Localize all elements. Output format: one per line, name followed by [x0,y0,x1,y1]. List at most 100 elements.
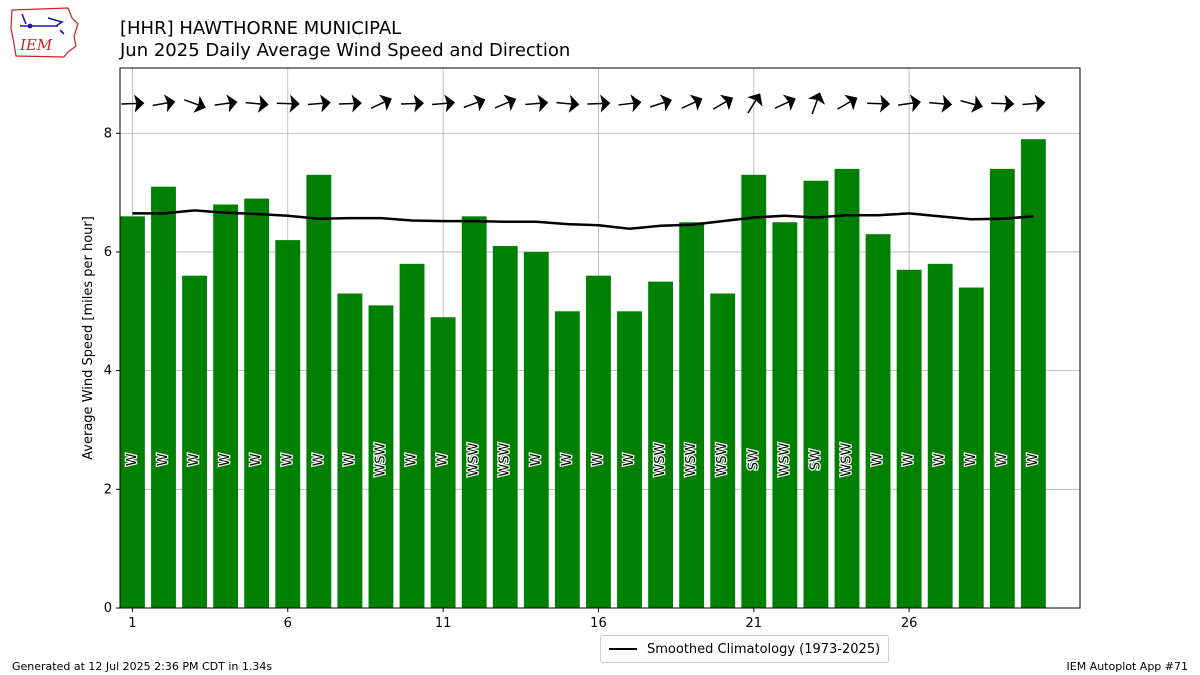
bar-day-20 [710,293,736,608]
wind-arrow-day-15 [556,94,580,113]
weather-symbols-icon [20,13,65,35]
logo-text: IEM [19,36,53,54]
wind-arrow-day-22 [774,94,796,111]
bar-day-24 [834,168,860,608]
direction-label-day-16: W [591,453,606,466]
wind-arrow-day-29 [991,94,1015,113]
bar-day-15 [554,311,580,608]
climatology-layer [132,209,1034,231]
bar-day-30 [1020,139,1046,608]
legend-line-swatch [609,648,637,650]
wind-arrow-day-10 [400,94,424,113]
bar-day-7 [306,174,332,609]
wind-arrow-day-9 [370,94,392,111]
bar-day-4 [213,204,239,608]
wind-arrow-day-7 [307,94,331,113]
wind-arrow-day-21 [747,93,763,114]
legend: Smoothed Climatology (1973-2025) [600,635,890,663]
wind-arrow-day-28 [960,95,983,113]
bar-day-26 [896,269,922,608]
direction-label-day-2: W [156,453,171,466]
wind-arrow-day-19 [681,94,703,111]
bar-day-29 [989,168,1015,608]
bar-day-13 [492,246,518,608]
wind-arrow-day-3 [184,95,206,113]
direction-label-day-29: W [995,453,1010,466]
x-tick-label: 1 [128,616,136,631]
direction-label-day-17: W [622,453,637,466]
wind-arrow-day-11 [432,94,456,113]
y-tick-label: 8 [104,126,112,141]
bar-day-19 [679,222,705,609]
direction-label-day-13: WSW [498,443,513,477]
direction-labels-layer: W W W W W W W W WSW W W WSW WSW W W W W WSW WSW WSW SW WSW SW W… [124,441,1042,478]
station-dot-icon [27,23,33,29]
direction-label-day-30: W [1026,453,1041,466]
wind-arrow-day-26 [898,94,921,113]
chart-title: [HHR] HAWTHORNE MUNICIPAL Jun 2025 Daily… [120,18,570,62]
direction-label-day-9: WSW [373,443,388,477]
bar-day-22 [772,222,798,609]
chart-title-line2: Jun 2025 Daily Average Wind Speed and Di… [120,40,571,61]
direction-label-day-3: W [187,453,202,466]
wind-arrow-day-17 [618,94,642,113]
wind-arrow-day-25 [867,94,891,113]
y-tick-label: 0 [104,601,112,616]
wind-arrow-day-1 [121,94,145,113]
legend-label-climatology: Smoothed Climatology (1973-2025) [647,641,881,657]
direction-label-day-5: W [249,453,264,466]
climatology-line [132,209,1034,231]
bar-day-17 [617,311,642,608]
direction-label-day-19: WSW [684,443,699,477]
wind-arrow-day-24 [837,94,858,111]
wind-arrow-day-13 [494,94,517,112]
direction-label-day-24: WSW [839,443,854,477]
direction-label-day-18: WSW [653,443,668,477]
direction-label-day-11: W [436,453,451,466]
bar-day-16 [586,275,611,608]
direction-label-day-26: W [902,453,917,466]
direction-label-day-23: SW [808,449,823,470]
wind-arrow-day-23 [808,92,826,115]
x-tick-label: 6 [284,616,292,631]
footer-app: IEM Autoplot App #71 [1066,660,1189,673]
bar-day-1 [120,216,145,608]
iowa-outline-icon [10,7,79,58]
bar-day-8 [337,293,363,608]
direction-label-day-12: WSW [467,443,482,477]
wind-arrows-layer [121,92,1046,115]
iem-logo: IEM [10,7,79,58]
bar-day-23 [803,180,829,608]
bar-day-18 [648,281,674,608]
direction-label-day-25: W [871,453,886,466]
bar-day-5 [244,198,270,609]
chart-title-line1: [HHR] HAWTHORNE MUNICIPAL [120,18,402,39]
x-tick-label: 26 [901,616,918,631]
direction-label-day-22: WSW [777,443,792,477]
bar-day-27 [927,263,953,608]
wind-arrow-day-5 [245,94,269,113]
bar-day-12 [461,216,487,608]
x-tick-label: 21 [746,616,763,631]
bar-day-6 [275,240,301,609]
bar-day-3 [182,275,207,608]
x-tick-label: 16 [590,616,607,631]
y-axis-label: Average Wind Speed [miles per hour] [81,216,96,460]
direction-label-day-6: W [280,453,295,466]
bar-day-10 [399,263,425,608]
wind-arrow-day-2 [152,94,176,113]
bar-day-14 [523,251,549,608]
bars-layer [120,139,1046,609]
wind-arrow-day-12 [463,94,486,112]
wind-arrow-day-27 [929,94,953,113]
x-tick-label: 11 [435,616,452,631]
wind-arrow-day-4 [214,94,238,113]
y-tick-label: 2 [104,482,112,497]
wind-arrow-day-14 [525,94,549,113]
direction-label-day-21: SW [746,449,761,470]
direction-label-day-14: W [529,453,544,466]
direction-label-day-15: W [560,453,575,466]
wind-arrow-day-18 [649,94,673,112]
wind-arrow-day-8 [338,94,362,113]
